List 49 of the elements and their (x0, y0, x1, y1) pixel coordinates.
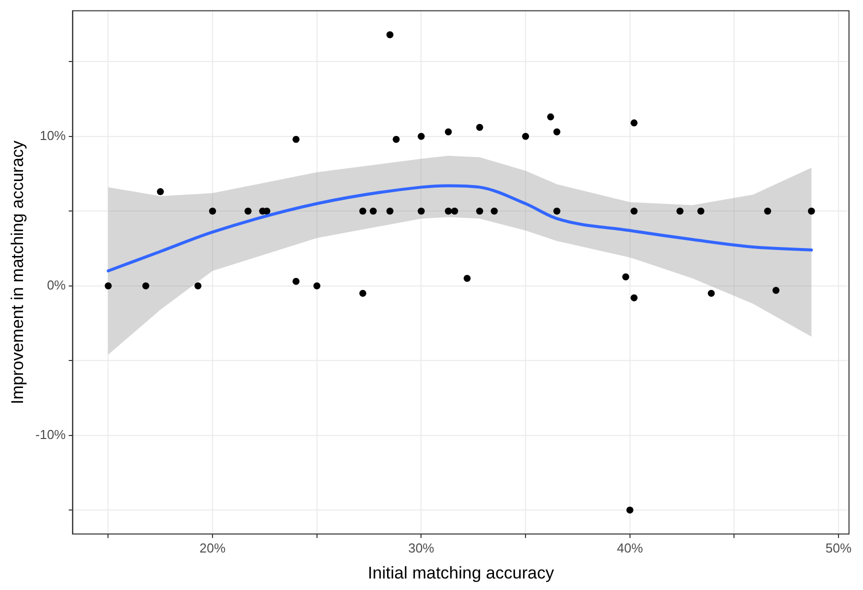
point (418, 208, 425, 215)
point (359, 208, 366, 215)
point (142, 282, 150, 290)
y-tick-label: 0% (46, 277, 66, 292)
point (244, 208, 252, 215)
point (444, 128, 452, 136)
point (444, 208, 452, 215)
y-tick-label: 10% (40, 128, 66, 143)
point (313, 282, 320, 290)
point (104, 282, 112, 290)
point (194, 282, 202, 290)
y-tick-label: -10% (35, 426, 66, 442)
point (630, 119, 638, 126)
point (370, 208, 377, 215)
point (808, 208, 815, 215)
point (764, 208, 772, 215)
point (522, 132, 530, 140)
point (490, 208, 498, 215)
x-axis-title: Initial matching accuracy (368, 563, 554, 582)
point (392, 136, 400, 143)
y-axis-title: Improvement in matching accuracy (8, 140, 27, 404)
point (553, 208, 560, 215)
point (626, 506, 634, 514)
point (630, 294, 638, 302)
x-tick-label: 30% (408, 540, 435, 556)
point (464, 274, 471, 282)
point (676, 208, 684, 215)
x-tick-label: 20% (200, 540, 226, 556)
x-tick-label: 40% (616, 540, 644, 556)
point (451, 208, 458, 215)
point (418, 132, 425, 140)
point (386, 31, 394, 38)
point (156, 188, 164, 196)
point (359, 290, 366, 297)
point (476, 124, 484, 131)
point (553, 128, 560, 136)
point (630, 208, 638, 215)
point (386, 208, 394, 215)
point (708, 290, 715, 297)
point (772, 286, 780, 294)
point (209, 208, 216, 215)
point (547, 113, 554, 120)
point (622, 273, 630, 280)
x-tick-label: 50% (826, 540, 852, 556)
point (476, 208, 484, 215)
point (292, 136, 300, 143)
line-series (106, 184, 813, 272)
point (697, 208, 704, 215)
point (292, 278, 300, 285)
